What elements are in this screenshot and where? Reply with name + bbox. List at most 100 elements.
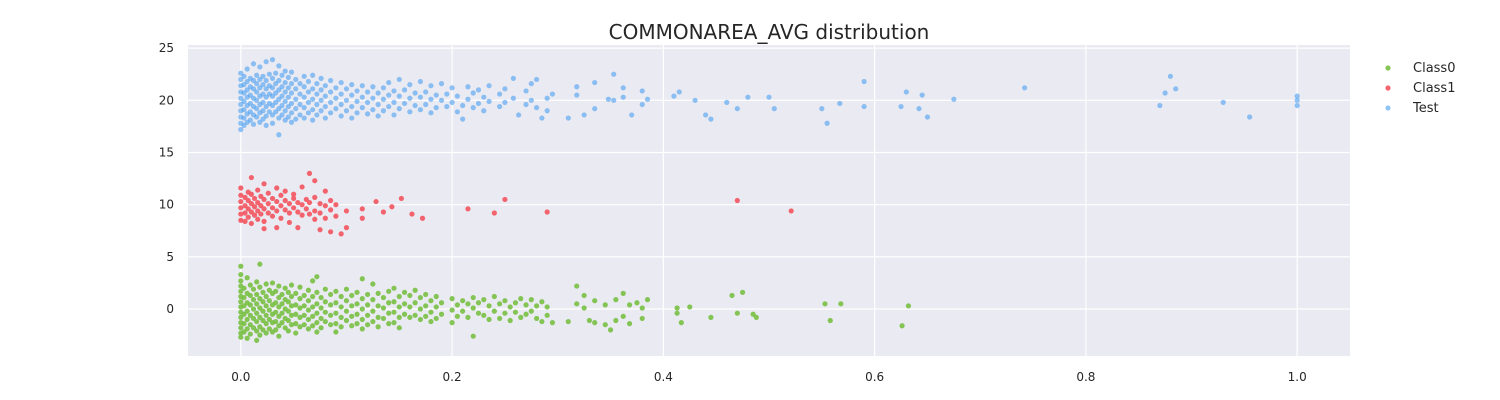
data-point [481, 297, 487, 303]
data-point [276, 77, 282, 84]
data-point [861, 103, 867, 110]
data-point [386, 288, 392, 294]
data-point [254, 114, 260, 120]
data-point [502, 310, 508, 316]
data-point [502, 298, 508, 304]
data-point [510, 95, 516, 101]
data-point [460, 116, 466, 122]
data-point [288, 69, 295, 75]
data-point [301, 312, 307, 318]
data-point [343, 317, 350, 324]
data-point [581, 305, 587, 311]
data-point [516, 112, 522, 118]
data-point [285, 317, 291, 324]
data-point [626, 321, 633, 327]
data-point [620, 94, 626, 100]
data-point [285, 308, 291, 314]
data-point [269, 280, 276, 286]
data-point [328, 77, 334, 84]
data-point [502, 86, 508, 92]
legend-marker [1385, 65, 1391, 71]
data-point [314, 91, 320, 97]
data-point [258, 211, 264, 217]
data-point [266, 109, 272, 115]
data-point [724, 99, 730, 105]
data-point [238, 217, 244, 223]
data-point [257, 305, 263, 311]
data-point [837, 100, 843, 107]
data-point [282, 98, 288, 104]
data-point [288, 303, 295, 309]
data-point [396, 314, 402, 320]
data-point [349, 82, 355, 88]
data-point [396, 293, 402, 300]
data-point [916, 106, 922, 112]
data-point [273, 90, 279, 96]
data-point [254, 318, 260, 325]
y-tick-label: 0 [166, 302, 174, 316]
data-point [250, 306, 257, 312]
data-point [328, 110, 334, 116]
data-point [269, 57, 276, 63]
data-point [247, 282, 253, 288]
data-point [269, 85, 276, 91]
data-point [293, 96, 299, 102]
data-point [586, 317, 593, 324]
data-point [470, 333, 476, 339]
data-point [396, 325, 402, 331]
data-point [465, 314, 471, 320]
data-point [528, 97, 534, 103]
data-point [261, 226, 267, 232]
data-point [260, 289, 266, 295]
data-point [288, 119, 295, 125]
data-point [269, 75, 276, 81]
data-point [708, 116, 714, 122]
data-point [238, 185, 244, 191]
data-point [475, 300, 482, 306]
data-point [639, 101, 645, 108]
data-point [266, 71, 272, 77]
data-point [282, 108, 288, 114]
data-point [282, 325, 288, 331]
data-point [338, 314, 344, 320]
data-point [263, 86, 269, 92]
data-point [438, 81, 445, 87]
data-point [250, 286, 257, 292]
data-point [310, 107, 316, 113]
data-point [261, 218, 267, 224]
data-point [419, 215, 426, 221]
data-point [242, 210, 248, 216]
data-point [951, 96, 957, 102]
data-point [241, 122, 247, 128]
data-point [565, 115, 571, 121]
data-point [258, 193, 264, 199]
data-point [549, 320, 556, 326]
data-point [312, 208, 318, 214]
data-point [354, 289, 360, 295]
data-point [518, 296, 524, 302]
data-point [282, 117, 288, 123]
data-point [401, 301, 408, 307]
data-point [260, 108, 266, 114]
data-point [257, 284, 263, 290]
data-point [265, 190, 271, 196]
data-point [255, 199, 261, 206]
data-point [607, 327, 614, 333]
data-point [282, 68, 288, 74]
data-point [238, 334, 244, 340]
data-point [924, 114, 931, 120]
data-point [263, 312, 269, 318]
data-point [486, 83, 492, 89]
data-point [238, 288, 244, 294]
data-point [260, 317, 266, 324]
data-point [245, 197, 251, 204]
data-point [375, 113, 381, 119]
data-point [282, 79, 288, 86]
data-point [276, 313, 282, 319]
data-point [263, 94, 269, 100]
data-point [312, 216, 318, 222]
data-point [370, 107, 376, 113]
data-point [1157, 102, 1163, 109]
data-point [266, 316, 272, 323]
data-point [260, 99, 266, 105]
